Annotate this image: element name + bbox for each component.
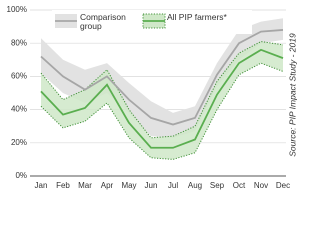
legend-label: Comparison group	[80, 12, 126, 31]
band-segment	[129, 109, 151, 158]
band-segment	[63, 89, 85, 128]
x-tick-label: Sep	[210, 181, 225, 190]
y-tick-label: 100%	[7, 5, 27, 14]
band-segment	[217, 53, 239, 110]
legend-label: All PIP farmers*	[167, 12, 227, 22]
line	[40, 29, 284, 126]
y-tick-label: 80%	[11, 38, 27, 47]
x-tick-label: Jun	[145, 181, 158, 190]
band-segment	[261, 41, 283, 72]
chart: 0% 20% 40% 60% 80% 100% Jan Feb Mar Apr May Jun Jul A…	[7, 5, 298, 190]
band-segment	[63, 59, 85, 103]
x-tick-label: Jan	[35, 181, 48, 190]
line	[40, 48, 284, 149]
chart-container: 0% 20% 40% 60% 80% 100% Jan Feb Mar Apr May Jun Jul A…	[7, 5, 298, 190]
x-tick-label: Oct	[233, 181, 246, 190]
x-tick-label: Dec	[276, 181, 290, 190]
band-segment	[151, 101, 173, 138]
y-tick-label: 0%	[15, 171, 27, 180]
x-tick-label: Apr	[101, 181, 114, 190]
x-tick-label: May	[121, 181, 136, 190]
x-tick-label: Nov	[254, 181, 268, 190]
y-tick-label: 40%	[11, 105, 27, 114]
y-tick-label: 60%	[11, 72, 27, 81]
y-tick-label: 20%	[11, 138, 27, 147]
band-edge	[40, 62, 284, 160]
x-tick-label: Jul	[168, 181, 178, 190]
band-segment	[41, 73, 63, 128]
band-segment	[239, 41, 261, 75]
x-tick-label: Mar	[78, 181, 92, 190]
band-edge	[40, 41, 284, 139]
source-note: Source: PIP Impact Study - 2019	[287, 33, 297, 157]
x-tick-label: Aug	[188, 181, 202, 190]
x-tick-label: Feb	[56, 181, 70, 190]
